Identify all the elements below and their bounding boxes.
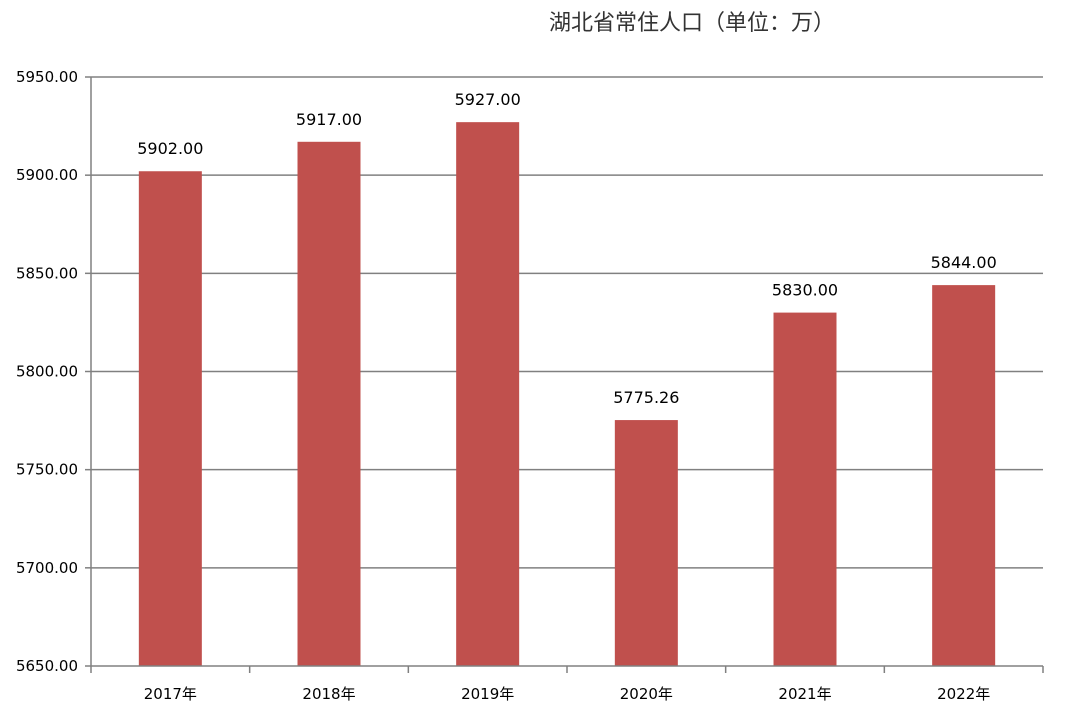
bar-2022年 [932,285,996,666]
data-label: 5927.00 [455,90,521,109]
data-label: 5902.00 [137,139,203,158]
bars [138,122,996,667]
y-tick-label: 5800.00 [16,363,78,381]
x-tick-label: 2022年 [937,685,990,703]
bar-2018年 [297,141,361,667]
x-tick-label: 2019年 [461,685,514,703]
y-tick-label: 5950.00 [16,68,78,86]
y-tick-label: 5750.00 [16,461,78,479]
x-axis-tick-labels: 2017年 2018年 2019年 2020年 2021年 2022年 [144,685,991,703]
bar-2019年 [456,122,520,666]
y-tick-label: 5650.00 [16,657,78,675]
x-tick-label: 2021年 [778,685,831,703]
data-label: 5917.00 [296,110,362,129]
data-label: 5844.00 [931,253,997,272]
x-tick-label: 2017年 [144,685,197,703]
y-axis-tick-labels: 5650.00 5700.00 5750.00 5800.00 5850.00 5900.… [16,68,78,675]
y-tick-label: 5850.00 [16,264,78,282]
bar-2021年 [773,312,837,666]
y-tick-label: 5700.00 [16,559,78,577]
y-tick-label: 5900.00 [16,166,78,184]
data-label: 5830.00 [772,281,838,300]
x-tick-label: 2018年 [302,685,355,703]
bar-2020年 [614,420,678,666]
data-label: 5775.26 [613,388,679,407]
axes [90,77,1044,673]
x-tick-label: 2020年 [620,685,673,703]
data-labels: 5902.00 5917.00 5927.00 5775.26 5830.00 5844.… [137,90,997,407]
chart-title: 湖北省常住人口（单位：万） [549,11,835,36]
gridlines [85,76,1043,667]
bar-2017年 [138,171,202,667]
